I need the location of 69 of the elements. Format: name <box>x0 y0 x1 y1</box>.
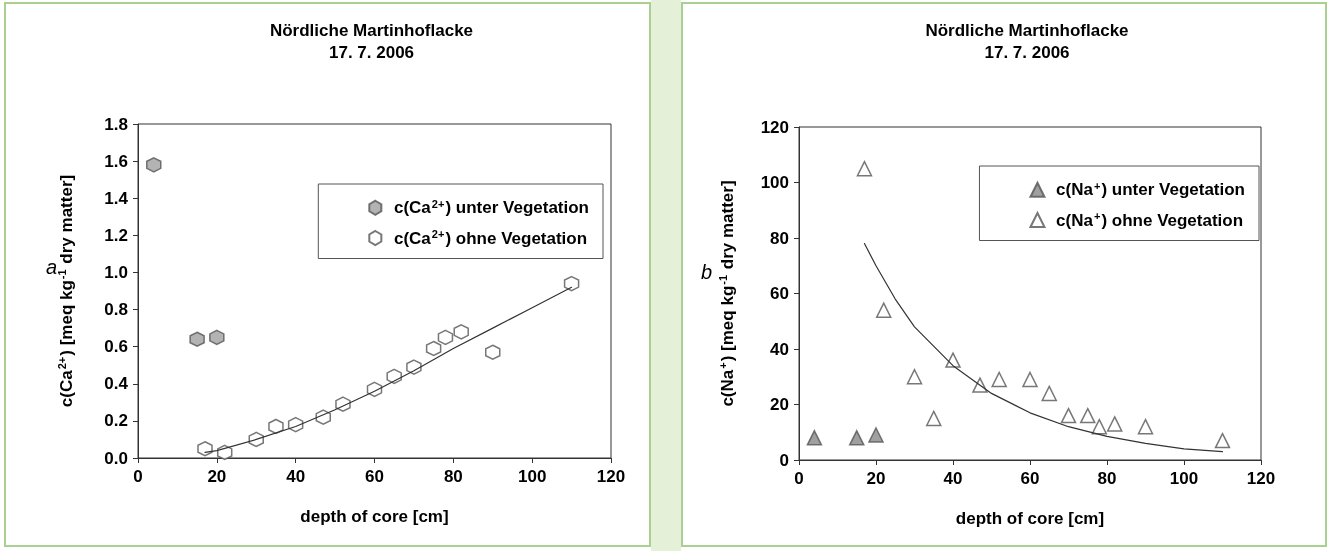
y-tick-label: 100 <box>760 173 789 192</box>
point <box>209 329 225 346</box>
y-tick-label: 0.6 <box>104 337 128 357</box>
point <box>1060 407 1077 424</box>
y-tick-label: 60 <box>770 284 789 303</box>
y-tick-label: 0 <box>779 450 789 470</box>
x-tick-label: 0 <box>794 469 804 488</box>
x-tick-label: 120 <box>596 467 626 486</box>
point <box>386 368 402 385</box>
x-axis-title: depth of core [cm] <box>955 509 1105 528</box>
text: b <box>701 261 713 283</box>
x-tick-label: 20 <box>207 467 227 486</box>
x-tick-label: 20 <box>866 469 886 488</box>
y-tick-label: 0.0 <box>104 448 128 468</box>
legend-label: c(Na+) unter Vegetation <box>1056 179 1246 200</box>
text: a <box>46 256 58 278</box>
x-tick-label: 100 <box>1169 469 1199 488</box>
x-tick-label: 40 <box>943 469 963 488</box>
point <box>1106 416 1123 432</box>
x-tick-label: 80 <box>1097 469 1117 488</box>
point <box>856 160 873 177</box>
point <box>991 371 1007 388</box>
y-tick-label: 1.2 <box>104 225 128 245</box>
x-tick-label: 60 <box>1020 469 1040 488</box>
chart-title: Nördliche Martinhoflacke 17. 7. 2006 <box>269 20 474 62</box>
x-tick-label: 100 <box>517 467 547 486</box>
x-axis-title: depth of core [cm] <box>300 507 449 526</box>
y-tick-label: 0.2 <box>104 411 128 431</box>
y-tick-label: 1.8 <box>104 114 128 134</box>
y-tick-label: 1.0 <box>104 262 128 282</box>
point <box>806 430 823 446</box>
point <box>906 369 923 385</box>
x-tick-label: 40 <box>286 467 306 486</box>
point <box>1214 432 1231 449</box>
point <box>485 344 501 360</box>
y-tick-label: 0.8 <box>104 300 128 320</box>
chart-title: Nördliche Martinhoflacke 17. 7. 2006 <box>925 20 1129 62</box>
legend-label: c(Na+) ohne Vegetation <box>1056 209 1244 230</box>
point <box>453 324 469 340</box>
point <box>849 430 865 446</box>
x-tick-label: 80 <box>443 467 463 486</box>
point <box>197 440 213 457</box>
y-tick-label: 20 <box>770 395 789 414</box>
x-tick-label: 60 <box>365 467 384 486</box>
y-tick-label: 80 <box>770 228 789 248</box>
x-tick-label: 120 <box>1246 469 1276 488</box>
point <box>1041 385 1057 402</box>
y-axis-title: c(Na+) [meq kg-1 dry matter] <box>717 180 737 407</box>
point <box>268 418 284 435</box>
y-tick-label: 1.6 <box>104 151 128 171</box>
point <box>868 427 884 443</box>
point <box>437 329 454 346</box>
point <box>1137 418 1154 435</box>
line-series <box>863 242 1224 453</box>
point <box>1091 418 1108 435</box>
point <box>146 157 162 173</box>
point <box>926 410 942 427</box>
point <box>189 331 205 347</box>
y-tick-label: 120 <box>760 117 789 137</box>
point <box>875 302 892 318</box>
point <box>1080 407 1096 424</box>
point <box>563 275 580 292</box>
y-axis-title: c(Ca2+) [meq kg-1 dry matter] <box>56 174 76 408</box>
point <box>425 340 442 357</box>
y-tick-label: 1.4 <box>104 188 129 208</box>
y-tick-label: 40 <box>770 339 789 359</box>
y-tick-label: 0.4 <box>104 374 129 394</box>
point <box>1022 371 1038 388</box>
x-tick-label: 0 <box>133 467 143 486</box>
